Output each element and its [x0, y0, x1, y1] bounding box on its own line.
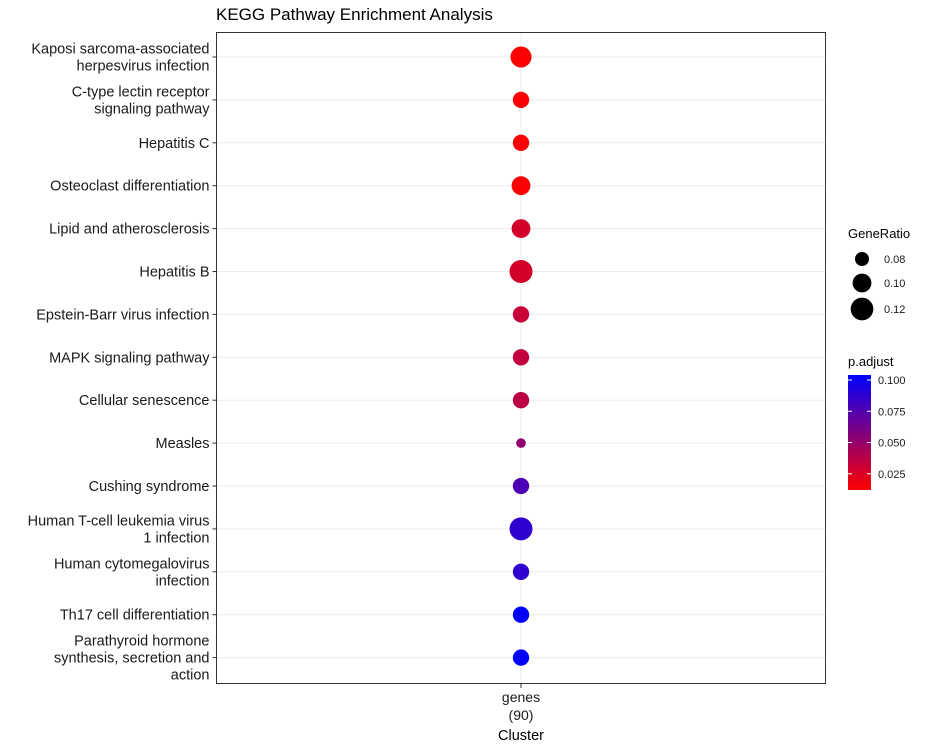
data-point — [509, 260, 533, 283]
y-axis-label: Lipid and atherosclerosis — [49, 222, 209, 238]
y-axis-label: MAPK signaling pathway — [49, 350, 210, 366]
y-axis-label: Cellular senescence — [79, 393, 210, 409]
y-axis-label: Epstein-Barr virus infection — [36, 307, 209, 323]
data-point — [516, 438, 526, 448]
data-point — [512, 392, 530, 409]
data-point — [512, 649, 530, 666]
color-legend-bar — [848, 375, 871, 490]
color-legend-title: p.adjust — [848, 354, 894, 369]
y-axis-labels: Kaposi sarcoma-associated herpesvirus inf… — [28, 42, 217, 684]
data-point — [512, 306, 530, 323]
size-legend-title: GeneRatio — [848, 226, 910, 241]
data-point — [512, 477, 530, 495]
data-points — [509, 46, 533, 666]
data-point — [511, 219, 531, 239]
size-legend-label: 0.10 — [884, 278, 905, 290]
color-legend-label: 0.100 — [878, 375, 906, 387]
plot-panel-border — [216, 32, 826, 684]
color-legend: p.adjust 0.100 0.075 0.050 0.025 — [848, 354, 906, 490]
y-axis-label: Human T-cell leukemia virus 1 infection — [28, 513, 210, 546]
data-point — [512, 606, 530, 623]
data-point — [512, 563, 530, 580]
color-legend-label: 0.050 — [878, 438, 906, 450]
data-point — [510, 46, 532, 68]
x-axis-title: Cluster — [498, 728, 544, 744]
y-axis-label: Measles — [156, 436, 210, 452]
size-legend-key — [855, 252, 869, 266]
y-axis-label: Hepatitis C — [139, 136, 210, 152]
data-point — [512, 134, 530, 151]
size-legend: GeneRatio 0.08 0.10 0.12 — [848, 226, 910, 321]
size-legend-label: 0.08 — [884, 254, 905, 266]
size-legend-key — [852, 273, 872, 293]
y-axis-label: Th17 cell differentiation — [60, 608, 210, 624]
y-axis-label: Cushing syndrome — [89, 479, 210, 495]
data-point — [509, 517, 533, 541]
color-legend-label: 0.025 — [878, 469, 906, 481]
data-point — [511, 176, 531, 196]
x-axis-tick-count: (90) — [509, 707, 534, 723]
y-axis-label: Parathyroid hormone synthesis, secretion … — [54, 634, 210, 684]
chart-title: KEGG Pathway Enrichment Analysis — [216, 5, 493, 24]
size-legend-label: 0.12 — [884, 304, 905, 316]
x-axis: genes (90) — [502, 684, 540, 723]
y-axis-label: Hepatitis B — [139, 265, 209, 281]
data-point — [512, 91, 530, 109]
y-axis-label: Human cytomegalovirus infection — [54, 556, 210, 589]
size-legend-key — [850, 297, 874, 321]
y-axis-label: Osteoclast differentiation — [50, 179, 209, 195]
y-axis-label: C-type lectin receptor signaling pathway — [72, 84, 211, 117]
x-axis-tick-label: genes — [502, 689, 540, 705]
data-point — [512, 349, 530, 366]
color-legend-label: 0.075 — [878, 406, 906, 418]
y-axis-label: Kaposi sarcoma-associated herpesvirus inf… — [31, 42, 209, 75]
